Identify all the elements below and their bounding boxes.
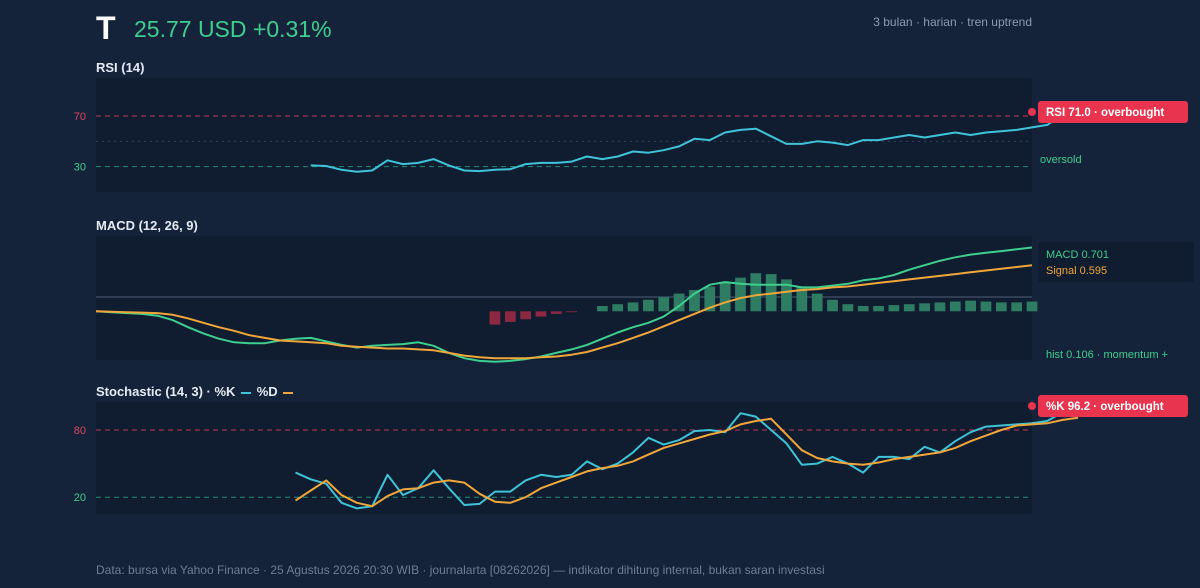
macd-histogram-bar bbox=[919, 303, 930, 312]
stochastic-k-line bbox=[295, 411, 1078, 510]
stochastic-badge bbox=[1038, 395, 1188, 417]
rsi-title: RSI (14) bbox=[96, 60, 145, 75]
macd-histogram-bar bbox=[627, 302, 639, 312]
macd-hist-label: hist 0.106 · momentum + bbox=[1046, 349, 1168, 361]
macd-histogram-bar bbox=[566, 311, 578, 313]
stochastic-title: Stochastic (14, 3) · %K %D bbox=[96, 384, 295, 399]
ticker-symbol: T bbox=[96, 10, 116, 46]
macd-histogram-bar bbox=[658, 297, 670, 312]
macd-panel bbox=[96, 236, 1032, 360]
macd-title: MACD (12, 26, 9) bbox=[96, 218, 198, 233]
stochastic-tick-label-20: 20 bbox=[74, 492, 86, 504]
macd-histogram-bar bbox=[489, 311, 501, 325]
macd-histogram-bar bbox=[520, 311, 532, 320]
stochastic-title-k: Stochastic (14, 3) · %K bbox=[96, 384, 236, 399]
period-note: 3 bulan · harian · tren uptrend bbox=[873, 15, 1032, 29]
macd-histogram-bar bbox=[550, 311, 562, 314]
price-quote: 25.77 USD +0.31% bbox=[134, 16, 332, 42]
macd-histogram-bar bbox=[704, 286, 716, 312]
macd-histogram-bar bbox=[857, 305, 869, 312]
macd-histogram-bar bbox=[689, 290, 700, 312]
stochastic-badge-label: %K 96.2 · overbought bbox=[1046, 401, 1164, 413]
macd-histogram-bar bbox=[673, 293, 685, 312]
macd-histogram-bar bbox=[612, 304, 624, 312]
macd-histogram-bar bbox=[535, 311, 547, 317]
macd-legend-box bbox=[1038, 242, 1194, 282]
macd-histogram-bar bbox=[796, 286, 808, 312]
macd-histogram-bar bbox=[965, 300, 976, 312]
macd-histogram-bar bbox=[873, 305, 884, 312]
rsi-badge-label: RSI 71.0 · overbought bbox=[1046, 107, 1164, 119]
macd-histogram-bar bbox=[781, 279, 792, 312]
rsi-badge bbox=[1038, 101, 1188, 123]
stochastic-title-d: %D bbox=[256, 384, 278, 399]
source-footer: Data: bursa via Yahoo Finance · 25 Agust… bbox=[96, 563, 825, 577]
macd-histogram-bar bbox=[811, 293, 823, 312]
macd-histogram-bar bbox=[827, 299, 838, 312]
macd-histogram-bar bbox=[750, 273, 762, 312]
macd-histogram-bar bbox=[903, 304, 915, 312]
macd-histogram-bar bbox=[1026, 301, 1038, 312]
macd-histogram-bar bbox=[735, 277, 746, 312]
rsi-tick-label-30: 30 bbox=[74, 162, 86, 174]
macd-histogram-bar bbox=[934, 302, 946, 312]
macd-histogram-bar bbox=[980, 301, 992, 312]
stochastic-k-legend-swatch bbox=[241, 391, 252, 394]
macd-legend-macd: MACD 0.701 bbox=[1046, 249, 1109, 261]
macd-histogram-bar bbox=[995, 302, 1007, 312]
macd-histogram-bar bbox=[504, 311, 516, 322]
macd-legend-signal: Signal 0.595 bbox=[1046, 265, 1107, 277]
rsi-line-line bbox=[310, 113, 1064, 173]
stochastic-tick-label-80: 80 bbox=[74, 425, 86, 437]
macd-histogram-bar bbox=[1011, 302, 1023, 312]
rsi-oversold-label: oversold bbox=[1040, 154, 1082, 166]
macd-histogram-bar bbox=[596, 305, 608, 312]
macd-histogram-bar bbox=[949, 301, 961, 312]
stochastic-d-line bbox=[294, 416, 1079, 508]
macd-signal-line bbox=[95, 264, 1033, 360]
macd-histogram-bar bbox=[888, 305, 900, 312]
stochastic-d-legend-swatch bbox=[283, 391, 294, 394]
macd-histogram-bar bbox=[842, 304, 854, 312]
macd-macd-line bbox=[95, 246, 1033, 363]
macd-histogram-bar bbox=[643, 299, 654, 312]
stochastic-last-point-marker bbox=[1028, 402, 1036, 410]
rsi-last-point-marker bbox=[1028, 108, 1036, 116]
stochastic-panel bbox=[96, 402, 1032, 514]
rsi-panel bbox=[96, 78, 1032, 192]
macd-histogram-bar bbox=[719, 282, 731, 312]
rsi-tick-label-70: 70 bbox=[74, 111, 86, 123]
